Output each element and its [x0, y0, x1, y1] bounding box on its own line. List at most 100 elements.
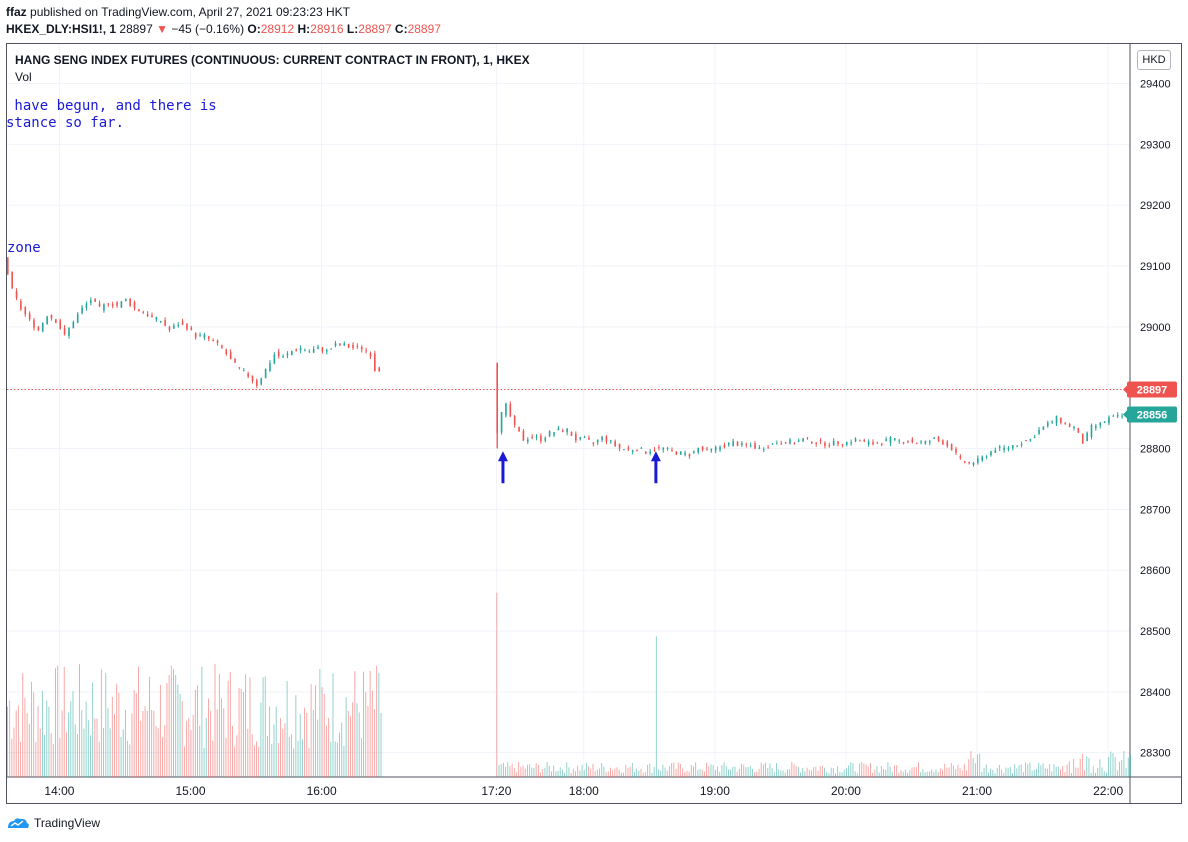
y-tick-label: 28800	[1140, 444, 1171, 456]
volume-bar	[666, 770, 668, 777]
candle-body	[745, 444, 748, 446]
volume-bar	[832, 767, 834, 777]
candle-body	[741, 443, 743, 446]
volume-bar	[972, 758, 974, 777]
volume-bar	[592, 763, 594, 777]
volume-bar	[769, 763, 771, 777]
volume-bar	[177, 684, 179, 777]
volume-bar	[334, 741, 336, 777]
volume-bar	[87, 720, 89, 777]
footer-brand[interactable]: TradingView	[6, 816, 100, 830]
candle-body	[116, 302, 118, 306]
volume-bar	[859, 763, 860, 777]
volume-bar	[529, 764, 531, 777]
volume-bar	[59, 738, 61, 777]
volume-bar	[898, 773, 900, 777]
volume-bar	[968, 759, 970, 777]
candle-body	[981, 456, 984, 461]
candle-body	[500, 412, 503, 433]
volume-bar	[188, 717, 190, 777]
x-tick-label: 20:00	[831, 784, 861, 798]
volume-bar	[531, 767, 533, 777]
volume-bar	[199, 725, 201, 777]
candle-body	[216, 340, 219, 344]
candle-body	[7, 257, 9, 275]
volume-bar	[1033, 769, 1035, 777]
currency-button[interactable]: HKD	[1137, 50, 1171, 70]
volume-bar	[533, 768, 535, 777]
volume-bar	[315, 685, 316, 777]
volume-bar	[301, 739, 303, 777]
volume-bar	[883, 768, 885, 777]
candle-body	[199, 334, 201, 336]
volume-bar	[889, 766, 891, 777]
last-price-badge: 28897	[1137, 385, 1168, 397]
volume-bar	[596, 769, 598, 777]
volume-bar	[144, 706, 146, 777]
candle-body	[758, 447, 761, 449]
candle-body	[531, 436, 533, 438]
volume-bar	[76, 733, 78, 777]
y-tick-label: 28300	[1140, 748, 1171, 760]
candle-body	[544, 438, 547, 441]
x-tick-label: 17:20	[481, 784, 511, 798]
volume-bar	[636, 768, 638, 777]
volume-bar	[321, 687, 323, 777]
volume-bar	[1066, 764, 1068, 777]
volume-bar	[129, 744, 131, 777]
volume-bar	[599, 768, 600, 777]
volume-bar	[706, 762, 708, 777]
volume-bar	[343, 745, 345, 777]
candle-body	[907, 441, 909, 443]
x-tick-label: 14:00	[44, 784, 74, 798]
volume-bar	[98, 741, 100, 777]
volume-bar	[308, 747, 310, 777]
candle-body	[365, 350, 367, 352]
candle-body	[859, 440, 861, 442]
volume-bar	[839, 772, 841, 777]
volume-bar	[149, 676, 150, 777]
volume-bar	[1012, 773, 1013, 777]
candle-body	[631, 450, 634, 452]
volume-bar	[371, 690, 373, 777]
candle-body	[675, 451, 678, 455]
candle-body	[583, 437, 586, 439]
candle-body	[575, 433, 577, 441]
volume-bar	[1112, 753, 1114, 777]
candle-body	[876, 442, 879, 444]
candle-body	[312, 348, 315, 353]
volume-bar	[203, 747, 205, 777]
volume-bar	[1005, 767, 1007, 777]
volume-bar	[784, 772, 786, 777]
volume-bar	[804, 771, 806, 777]
volume-bar	[122, 729, 124, 777]
volume-bar	[555, 771, 557, 777]
volume-bar	[1036, 768, 1037, 777]
volume-bar	[297, 741, 299, 777]
volume-bar	[502, 762, 504, 777]
y-tick-label: 29000	[1140, 322, 1171, 334]
volume-bar	[911, 767, 913, 777]
candle-body	[155, 316, 158, 320]
volume-bar	[1127, 757, 1129, 777]
candle-body	[11, 271, 13, 289]
volume-bar	[505, 766, 507, 777]
candle-body	[666, 447, 669, 449]
volume-bar	[872, 772, 874, 777]
volume-bar	[743, 764, 745, 777]
candle-body	[579, 437, 582, 440]
volume-bar	[328, 717, 330, 777]
volume-bar	[277, 743, 279, 777]
volume-bar	[245, 674, 247, 777]
candle-body	[151, 315, 153, 317]
candle-body	[697, 448, 700, 453]
candle-body	[120, 301, 123, 308]
volume-bar	[262, 677, 264, 777]
candle-body	[129, 298, 131, 306]
candle-body	[59, 320, 62, 330]
volume-bar	[904, 769, 906, 777]
volume-bar	[603, 766, 605, 777]
volume-bar	[990, 768, 992, 777]
candle-body	[535, 436, 538, 438]
